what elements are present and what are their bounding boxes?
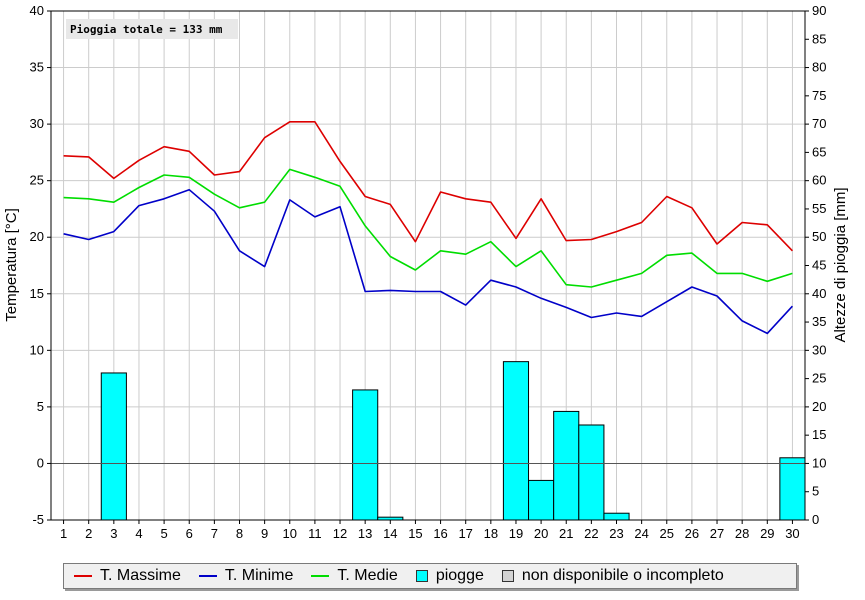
y-tick-label: 5 — [37, 399, 44, 414]
x-axis: 1 2 3 4 5 6 7 8 9 10 11 12 13 14 15 16 17 18 19 20 21 22 23 24 2… — [60, 520, 800, 541]
rain-total-annotation: Pioggia totale = 133 mm — [70, 23, 223, 36]
x-tick-label: 13 — [358, 526, 372, 541]
legend-label-na: non disponibile o incompleto — [521, 567, 724, 584]
legend-swatch-rain — [415, 570, 428, 582]
rain-bar — [528, 479, 555, 521]
x-tick-label: 7 — [211, 526, 218, 541]
y2-tick-label: 20 — [812, 399, 826, 414]
x-tick-label: 3 — [110, 526, 117, 541]
rain-bar — [502, 361, 530, 521]
y2-tick-label: 30 — [812, 342, 826, 357]
series-line-t-minime — [63, 188, 793, 335]
x-tick-label: 6 — [186, 526, 193, 541]
legend-label-rain: piogge — [435, 567, 484, 584]
x-tick-label: 25 — [660, 526, 674, 541]
y-tick-label: 25 — [30, 173, 44, 188]
x-tick-label: 16 — [433, 526, 447, 541]
y-tick-label: 35 — [30, 60, 44, 75]
x-tick-label: 30 — [785, 526, 799, 541]
x-tick-label: 8 — [236, 526, 243, 541]
x-tick-label: 24 — [634, 526, 648, 541]
legend-label-min: T. Minime — [224, 567, 294, 584]
y2-tick-label: 10 — [812, 455, 826, 470]
x-tick-label: 27 — [710, 526, 724, 541]
legend-item-max: T. Massime — [74, 567, 181, 585]
x-tick-label: 14 — [383, 526, 397, 541]
legend: T. Massime T. Minime T. Medie piogge non… — [63, 563, 797, 589]
y2-tick-label: 65 — [812, 144, 826, 159]
y2-tick-label: 80 — [812, 60, 826, 75]
rain-bar — [578, 424, 605, 521]
x-tick-label: 23 — [609, 526, 623, 541]
y2-tick-label: 45 — [812, 258, 826, 273]
y-tick-label: 10 — [30, 342, 44, 357]
legend-item-na: non disponibile o incompleto — [501, 567, 724, 585]
y-tick-label: 40 — [30, 3, 44, 18]
y2-tick-label: 5 — [812, 484, 819, 499]
y-tick-label: 15 — [30, 286, 44, 301]
x-tick-label: 18 — [484, 526, 498, 541]
series-line-t-medie — [63, 168, 793, 288]
y2-tick-label: 75 — [812, 88, 826, 103]
x-tick-label: 1 — [60, 526, 67, 541]
x-tick-label: 21 — [559, 526, 573, 541]
legend-label-max: T. Massime — [100, 567, 181, 584]
rain-bar — [100, 372, 127, 521]
y2-tick-label: 35 — [812, 314, 826, 329]
y-axis-title-left: Temperatura [°C] — [3, 208, 20, 322]
x-tick-label: 29 — [760, 526, 774, 541]
y2-tick-label: 25 — [812, 371, 826, 386]
legend-item-mean: T. Medie — [311, 567, 398, 585]
x-tick-label: 4 — [135, 526, 142, 541]
legend-swatch-mean — [311, 575, 330, 577]
y2-tick-label: 0 — [812, 512, 819, 527]
legend-swatch-na — [501, 570, 514, 582]
x-tick-label: 20 — [534, 526, 548, 541]
y2-tick-label: 50 — [812, 229, 826, 244]
x-tick-label: 9 — [261, 526, 268, 541]
temperature-lines — [63, 121, 793, 335]
y-tick-label: 30 — [30, 116, 44, 131]
y-axis-left: 40 35 30 25 20 15 10 5 0 -5 — [30, 3, 51, 527]
x-tick-label: 5 — [160, 526, 167, 541]
legend-swatch-min — [198, 575, 217, 577]
x-tick-label: 17 — [458, 526, 472, 541]
x-tick-label: 22 — [584, 526, 598, 541]
y-tick-label: 0 — [37, 455, 44, 470]
x-tick-label: 2 — [85, 526, 92, 541]
y2-tick-label: 70 — [812, 116, 826, 131]
rain-bars — [100, 361, 806, 521]
y2-tick-label: 90 — [812, 3, 826, 18]
legend-item-rain: piogge — [415, 567, 484, 585]
x-tick-label: 28 — [735, 526, 749, 541]
rain-bar — [352, 389, 379, 521]
legend-item-min: T. Minime — [198, 567, 294, 585]
x-tick-label: 10 — [283, 526, 297, 541]
y-tick-label: 20 — [30, 229, 44, 244]
y-axis-title-right: Altezze di pioggia [mm] — [832, 187, 849, 342]
series-line-t-massime — [63, 121, 793, 252]
annotation-box — [66, 19, 238, 39]
x-tick-label: 15 — [408, 526, 422, 541]
x-tick-label: 19 — [509, 526, 523, 541]
y2-tick-label: 60 — [812, 173, 826, 188]
rain-bar — [603, 512, 630, 521]
x-tick-label: 12 — [333, 526, 347, 541]
x-tick-label: 26 — [685, 526, 699, 541]
y2-tick-label: 40 — [812, 286, 826, 301]
rain-bar — [553, 410, 580, 521]
y2-tick-label: 15 — [812, 427, 826, 442]
y-tick-label: -5 — [32, 512, 44, 527]
legend-label-mean: T. Medie — [337, 567, 398, 584]
y2-tick-label: 85 — [812, 31, 826, 46]
legend-swatch-max — [74, 575, 92, 577]
x-tick-label: 11 — [308, 526, 322, 541]
y2-tick-label: 55 — [812, 201, 826, 216]
rain-bar — [779, 457, 806, 521]
